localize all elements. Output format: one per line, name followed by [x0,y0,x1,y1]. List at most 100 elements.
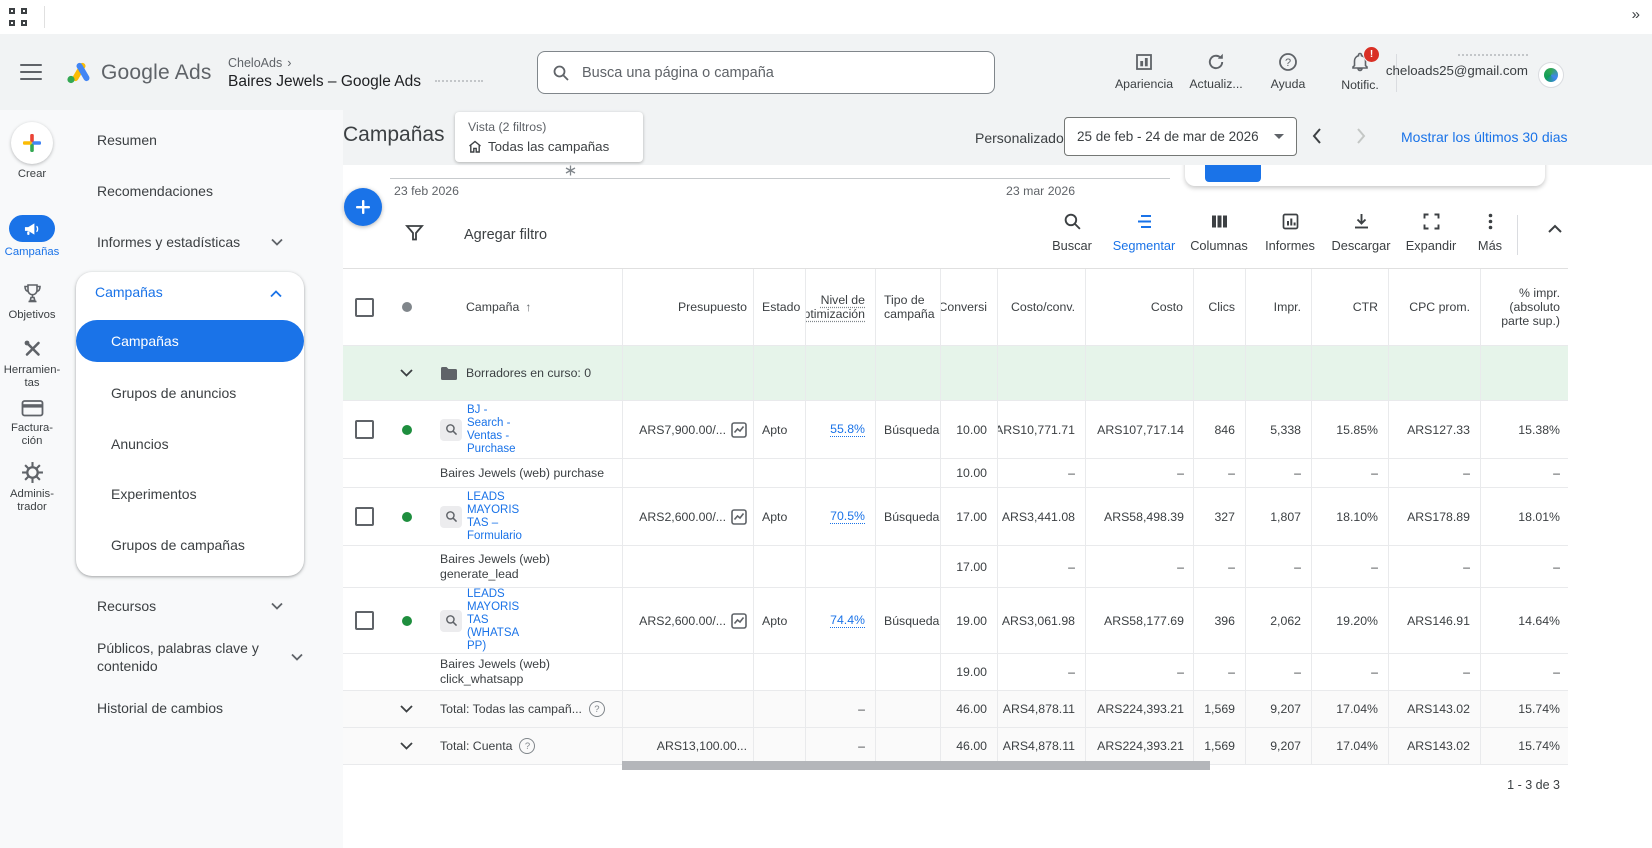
empty-metric: – [1388,546,1480,587]
header-tipo-campana[interactable]: Tipo de campaña [875,269,940,345]
search-input[interactable] [580,63,980,82]
buscar-button[interactable]: Buscar [1036,212,1108,253]
ayuda-button[interactable]: ? Ayuda [1252,52,1324,91]
row-checkbox[interactable] [354,611,374,630]
header-ctr[interactable]: CTR [1311,269,1388,345]
header-costo-conv[interactable]: Costo/conv. [997,269,1085,345]
expandir-button[interactable]: Expandir [1395,212,1467,253]
chevron-down-icon[interactable] [400,369,413,377]
header-presupuesto[interactable]: Presupuesto [622,269,753,345]
campaign-name-link[interactable]: BJ - Search - Ventas - Purchase [467,403,516,455]
row-checkbox[interactable] [354,420,374,439]
budget-value[interactable]: ARS2,600.00/... [639,613,726,628]
chevron-down-icon [291,653,303,661]
campaign-name-link[interactable]: LEADS MAYORISTAS (WHATSAPP) [467,588,520,652]
nav-item-experimentos[interactable]: Experimentos [111,486,197,502]
descargar-button[interactable]: Descargar [1325,212,1397,253]
header-costo[interactable]: Costo [1085,269,1193,345]
budget-value[interactable]: ARS7,900.00/... [639,422,726,437]
browser-bar: » [0,0,1652,35]
select-all-checkbox[interactable] [354,297,374,317]
budget-chart-icon[interactable] [731,612,747,629]
columnas-button[interactable]: Columnas [1183,212,1255,253]
actualizar-button[interactable]: Actualiz... [1180,52,1252,91]
header-campana[interactable]: Campaña ↑ [466,300,532,314]
nav-item-historial-de-cambios[interactable]: Historial de cambios [97,700,224,716]
home-icon [468,140,482,153]
rail-item-crear[interactable]: Crear [0,122,64,181]
apps-grid-icon[interactable] [9,8,27,26]
nav-item-resumen[interactable]: Resumen [97,132,157,148]
view-tooltip: Vista (2 filtros) Todas las campañas [455,112,643,162]
budget-value[interactable]: ARS2,600.00/... [639,509,726,524]
nav-item-recomendaciones[interactable]: Recomendaciones [97,183,213,199]
nav-group-campanas[interactable]: Campañas [95,284,163,300]
horizontal-scrollbar[interactable] [622,761,1210,770]
status-enabled-dot[interactable] [401,424,412,435]
account-info[interactable]: cheloads25@gmail.com [1386,54,1528,78]
next-period-button[interactable] [1355,127,1367,145]
columns-icon [1210,212,1229,231]
previous-period-button[interactable] [1311,127,1323,145]
header-conversiones[interactable]: Conversi [940,269,997,345]
campaign-name-link[interactable]: LEADS MAYORISTAS – Formulario [467,490,522,542]
optimization-score-link[interactable]: 70.5% [830,509,865,524]
header-nivel-optimizacion[interactable]: Nivel de optimización [805,269,875,345]
help-icon[interactable]: ? [588,701,605,717]
google-ads-logo[interactable]: Google Ads [64,60,212,86]
main-menu-icon[interactable] [20,64,42,80]
global-search[interactable] [537,51,995,94]
add-filter-button[interactable]: Agregar filtro [464,227,548,243]
avatar[interactable] [1538,62,1564,88]
date-range-picker[interactable]: 25 de feb - 24 de mar de 2026 [1064,117,1297,156]
help-icon[interactable]: ? [519,738,536,754]
chevron-down-icon[interactable] [400,705,413,713]
budget-chart-icon[interactable] [731,421,747,438]
nav-item-publicos[interactable]: Públicos, palabras clave y contenido [64,635,343,679]
rail-item-objetivos[interactable]: Objetivos [0,282,64,322]
apariencia-button[interactable]: Apariencia [1108,52,1180,91]
header-cpc-prom[interactable]: CPC prom. [1388,269,1480,345]
refresh-icon [1206,52,1226,72]
header-impr-abs[interactable]: % impr. (absoluto parte sup.) [1480,269,1568,345]
optimization-score-link[interactable]: 74.4% [830,613,865,628]
nav-item-grupos-de-anuncios[interactable]: Grupos de anuncios [111,385,237,401]
optimization-score-link[interactable]: 55.8% [830,422,865,437]
header-impr[interactable]: Impr. [1245,269,1311,345]
breadcrumb-account[interactable]: CheloAds [228,56,283,70]
header-estado[interactable]: Estado [753,269,805,345]
status-filter-dot[interactable] [401,302,412,312]
filter-funnel-icon[interactable] [405,224,424,242]
breadcrumb-page-title[interactable]: Baires Jewels – Google Ads [228,73,421,90]
collapse-table-chevron[interactable] [1547,224,1563,234]
resize-handle-icon[interactable] [565,165,576,176]
chevron-down-icon[interactable] [400,742,413,750]
total-clics: 1,569 [1193,691,1245,727]
rail-item-campanas[interactable]: Campañas [0,215,64,259]
status-enabled-dot[interactable] [401,615,412,626]
rail-item-herramientas[interactable]: Herramien- tas [0,337,64,390]
new-campaign-button[interactable] [344,188,382,226]
budget-chart-icon[interactable] [731,508,747,525]
nav-item-grupos-de-campanas[interactable]: Grupos de campañas [111,537,245,553]
nav-item-informes-estadisticas[interactable]: Informes y estadísticas [64,225,343,259]
rail-item-administrador[interactable]: Adminis- trador [0,461,64,514]
drafts-group-label[interactable]: Borradores en curso: 0 [466,366,592,380]
status-enabled-dot[interactable] [401,511,412,522]
notificaciones-button[interactable]: ! Notific. [1324,46,1396,92]
nav-item-recursos[interactable]: Recursos [64,589,343,623]
impr-value: 5,338 [1245,401,1311,458]
overflow-chevrons-icon[interactable]: » [1631,6,1640,23]
show-last-30-days-link[interactable]: Mostrar los últimos 30 dias [1401,129,1568,145]
rail-item-facturacion[interactable]: Factura- ción [0,399,64,448]
nav-item-anuncios[interactable]: Anuncios [111,436,169,452]
chevron-up-icon[interactable] [270,290,282,298]
nav-item-campanas-active[interactable]: Campañas [76,320,304,362]
informes-button[interactable]: Informes [1254,212,1326,253]
create-plus-icon[interactable] [11,122,53,164]
header-clics[interactable]: Clics [1193,269,1245,345]
segmentar-button[interactable]: Segmentar [1108,212,1180,253]
mas-button[interactable]: Más [1454,212,1526,253]
row-checkbox[interactable] [354,507,374,526]
segment-label: Baires Jewels (web) click_whatsapp [440,657,551,686]
